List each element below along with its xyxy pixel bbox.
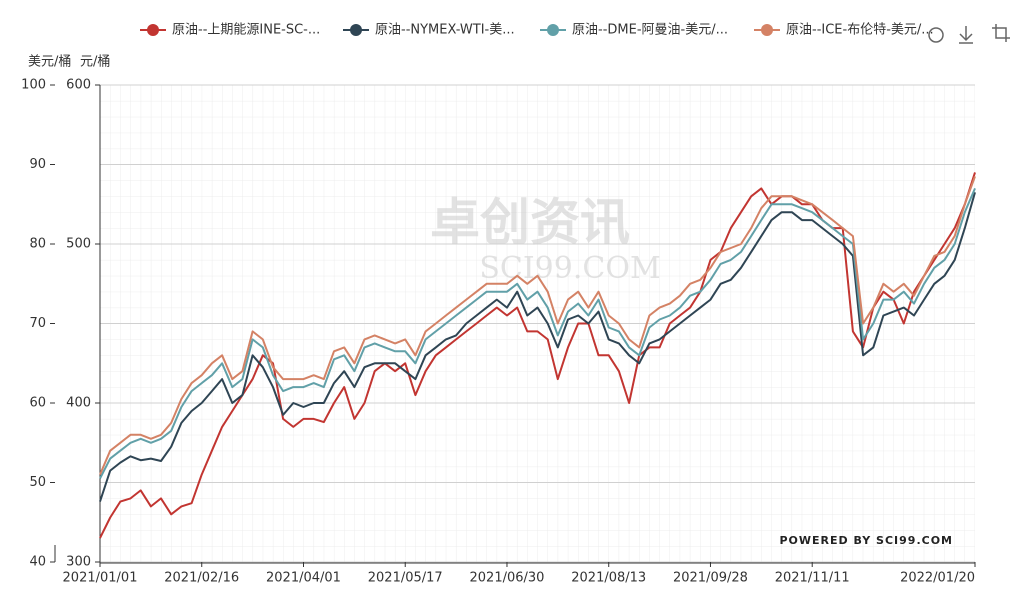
toolbar — [928, 24, 1010, 44]
y2-tick-label: 300 — [66, 555, 91, 570]
y2-axis-label: 元/桶 — [80, 55, 110, 70]
legend-label: 原油--ICE-布伦特-美元/... — [786, 23, 934, 38]
legend-item[interactable]: 原油--NYMEX-WTI-美... — [343, 23, 515, 38]
x-tick-label: 2021/05/17 — [368, 571, 443, 586]
series-line — [99, 188, 976, 479]
y-tick-label: 40 — [29, 555, 46, 570]
crop-icon[interactable] — [992, 24, 1010, 42]
x-tick-label: 2022/01/20 — [900, 571, 975, 586]
legend-item[interactable]: 原油--上期能源INE-SC-... — [140, 23, 320, 38]
y-tick-label: 100 — [21, 78, 46, 93]
legend-marker — [547, 24, 559, 36]
y2-tick-label: 600 — [66, 78, 91, 93]
y-tick-label: 50 — [29, 475, 46, 490]
x-tick-label: 2021/06/30 — [470, 571, 545, 586]
series-line — [99, 176, 976, 475]
x-tick-label: 2021/04/01 — [266, 571, 341, 586]
legend-marker — [761, 24, 773, 36]
y-tick-label: 70 — [29, 316, 46, 331]
x-tick-label: 2021/01/01 — [63, 571, 138, 586]
y-tick-label: 80 — [29, 237, 46, 252]
x-tick-label: 2021/09/28 — [673, 571, 748, 586]
y-axis-label: 美元/桶 — [28, 55, 71, 70]
x-tick-label: 2021/11/11 — [775, 571, 850, 586]
y-tick-label: 90 — [29, 157, 46, 172]
y2-tick-label: 500 — [66, 237, 91, 252]
x-tick-label: 2021/08/13 — [571, 571, 646, 586]
legend-marker — [350, 24, 362, 36]
y-tick-label: 60 — [29, 396, 46, 411]
x-tick-label: 2021/02/16 — [164, 571, 239, 586]
download-icon[interactable] — [959, 26, 973, 44]
series-line — [99, 192, 976, 502]
refresh-icon[interactable] — [928, 27, 944, 43]
legend-marker — [147, 24, 159, 36]
legend-label: 原油--上期能源INE-SC-... — [172, 23, 320, 38]
watermark-sub: SCI99.COM — [479, 251, 660, 286]
legend-label: 原油--NYMEX-WTI-美... — [375, 23, 515, 38]
legend-label: 原油--DME-阿曼油-美元/... — [572, 23, 728, 38]
credit: POWERED BY SCI99.COM — [779, 534, 953, 547]
y2-tick-label: 400 — [66, 396, 91, 411]
watermark: 卓创资讯 — [430, 194, 630, 252]
legend-item[interactable]: 原油--DME-阿曼油-美元/... — [540, 23, 728, 38]
legend-item[interactable]: 原油--ICE-布伦特-美元/... — [754, 23, 934, 38]
